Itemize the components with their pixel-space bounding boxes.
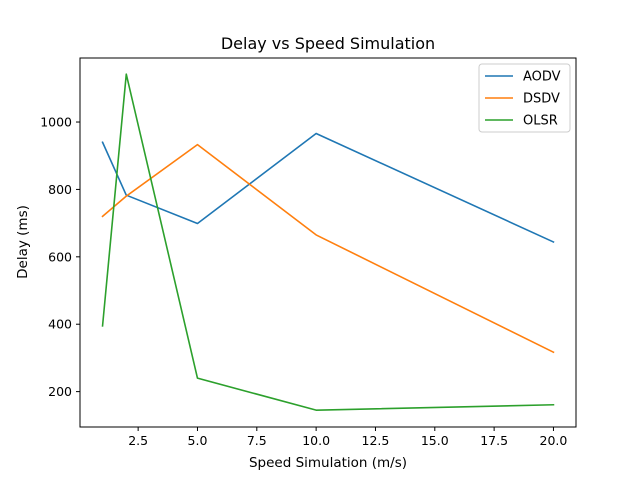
- legend-label-dsdv: DSDV: [523, 92, 560, 107]
- x-tick-label: 7.5: [247, 433, 267, 448]
- y-tick-label: 200: [48, 384, 72, 399]
- y-axis-label: Delay (ms): [15, 205, 31, 279]
- x-tick-label: 10.0: [302, 433, 330, 448]
- y-tick-label: 800: [48, 182, 72, 197]
- x-tick-label: 12.5: [362, 433, 390, 448]
- x-tick-label: 2.5: [128, 433, 148, 448]
- series-line-dsdv: [101, 143, 555, 354]
- legend-label-olsr: OLSR: [523, 114, 558, 129]
- x-tick-label: 5.0: [188, 433, 208, 448]
- legend-label-aodv: AODV: [523, 70, 561, 85]
- series-line-aodv: [101, 132, 555, 244]
- x-axis: 2.5 5.0 7.5 10.0 12.5 15.0 17.5 20.0: [128, 427, 567, 448]
- y-tick-label: 1000: [40, 115, 72, 130]
- y-tick-label: 400: [48, 317, 72, 332]
- axes-frame: [79, 57, 577, 428]
- series-line-olsr: [101, 73, 555, 411]
- plot-area: [101, 73, 555, 411]
- x-tick-label: 15.0: [421, 433, 449, 448]
- y-axis: 200 400 600 800 1000: [40, 115, 80, 399]
- legend-box: [478, 63, 571, 133]
- x-tick-label: 17.5: [480, 433, 508, 448]
- x-axis-label: Speed Simulation (m/s): [249, 455, 407, 471]
- y-tick-label: 600: [48, 249, 72, 264]
- chart-title: Delay vs Speed Simulation: [221, 34, 435, 53]
- legend: AODV DSDV OLSR: [478, 63, 571, 133]
- x-tick-label: 20.0: [540, 433, 568, 448]
